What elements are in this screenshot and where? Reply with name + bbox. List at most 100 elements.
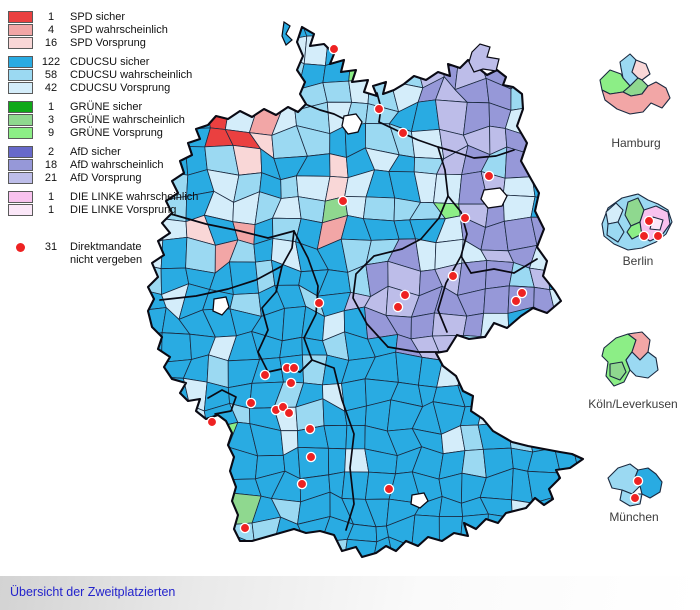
district-cell[interactable] xyxy=(547,524,576,547)
district-cell[interactable] xyxy=(507,420,534,453)
district-cell[interactable] xyxy=(504,375,538,411)
district-cell[interactable] xyxy=(508,333,534,362)
district-cell[interactable] xyxy=(138,537,158,568)
district-cell[interactable] xyxy=(572,444,605,478)
district-cell[interactable] xyxy=(549,217,583,248)
district-cell[interactable] xyxy=(190,475,217,501)
district-cell[interactable] xyxy=(477,404,509,426)
district-cell[interactable] xyxy=(486,513,513,549)
district-cell[interactable] xyxy=(134,467,168,494)
district-cell[interactable] xyxy=(394,30,416,66)
district-cell[interactable] xyxy=(155,537,187,563)
district-cell[interactable] xyxy=(551,329,575,362)
district-cell[interactable] xyxy=(431,312,468,337)
district-cell[interactable] xyxy=(482,375,510,411)
district-cell[interactable] xyxy=(531,144,554,178)
district-cell[interactable] xyxy=(509,359,538,381)
district-cell[interactable] xyxy=(572,8,604,42)
district-cell[interactable] xyxy=(232,34,261,64)
district-cell[interactable] xyxy=(139,452,162,480)
district-cell[interactable] xyxy=(390,58,424,89)
district-cell[interactable] xyxy=(483,285,510,314)
district-cell[interactable] xyxy=(526,546,549,573)
district-cell[interactable] xyxy=(160,467,193,501)
district-cell[interactable] xyxy=(551,356,576,382)
district-cell[interactable] xyxy=(552,103,576,130)
district-cell[interactable] xyxy=(348,57,371,82)
district-cell[interactable] xyxy=(303,35,329,66)
district-cell[interactable] xyxy=(524,59,557,84)
district-cell[interactable] xyxy=(341,378,367,412)
district-cell[interactable] xyxy=(272,538,305,564)
district-cell[interactable] xyxy=(501,517,537,549)
district-cell[interactable] xyxy=(574,146,605,179)
district-cell[interactable] xyxy=(139,424,165,455)
district-cell[interactable] xyxy=(329,153,349,179)
district-cell[interactable] xyxy=(524,356,553,381)
district-cell[interactable] xyxy=(280,175,299,199)
district-cell[interactable] xyxy=(504,400,533,423)
district-cell[interactable] xyxy=(142,405,165,429)
district-cell[interactable] xyxy=(138,518,161,551)
district-cell[interactable] xyxy=(279,52,305,90)
district-cell[interactable] xyxy=(411,545,440,572)
district-cell[interactable] xyxy=(395,351,423,386)
district-cell[interactable] xyxy=(157,513,187,544)
district-cell[interactable] xyxy=(580,286,605,315)
district-cell[interactable] xyxy=(527,470,561,504)
district-cell[interactable] xyxy=(202,475,229,494)
district-cell[interactable] xyxy=(394,13,415,39)
district-cell[interactable] xyxy=(181,492,217,515)
district-cell[interactable] xyxy=(480,360,512,387)
district-cell[interactable] xyxy=(320,539,348,571)
district-cell[interactable] xyxy=(202,535,237,573)
district-cell[interactable] xyxy=(462,312,485,338)
district-cell[interactable] xyxy=(327,447,347,476)
inset-map-koeln[interactable] xyxy=(596,330,668,396)
district-cell[interactable] xyxy=(576,468,606,500)
district-cell[interactable] xyxy=(411,514,440,548)
district-cell[interactable] xyxy=(524,103,555,136)
district-cell[interactable] xyxy=(524,127,555,157)
district-cell[interactable] xyxy=(342,16,374,39)
district-cell[interactable] xyxy=(159,492,192,520)
district-cell[interactable] xyxy=(142,376,165,410)
second-place-overview-link[interactable]: Übersicht der Zweitplatzierten xyxy=(10,585,176,599)
district-cell[interactable] xyxy=(524,12,561,35)
inset-map-berlin[interactable] xyxy=(598,190,678,256)
district-cell[interactable] xyxy=(531,375,552,402)
district-cell[interactable] xyxy=(184,452,215,481)
inset-map-muenchen[interactable] xyxy=(604,460,668,512)
district-cell[interactable] xyxy=(210,9,238,38)
district-cell[interactable] xyxy=(249,76,285,108)
district-cell[interactable] xyxy=(181,512,216,544)
district-cell[interactable] xyxy=(602,152,622,179)
district-cell[interactable] xyxy=(552,127,576,148)
district-cell[interactable] xyxy=(605,270,622,293)
district-cell[interactable] xyxy=(572,424,600,455)
district-cell[interactable] xyxy=(255,35,286,64)
district-cell[interactable] xyxy=(228,261,260,295)
district-cell[interactable] xyxy=(530,521,552,549)
district-cell[interactable] xyxy=(249,52,281,84)
district-cell[interactable] xyxy=(502,29,526,61)
district-cell[interactable] xyxy=(362,196,396,222)
district-cell[interactable] xyxy=(411,30,446,67)
district-cell[interactable] xyxy=(530,196,555,219)
district-cell[interactable] xyxy=(202,446,229,481)
district-cell[interactable] xyxy=(363,63,399,82)
district-cell[interactable] xyxy=(480,312,510,338)
district-cell[interactable] xyxy=(549,201,580,226)
district-cell[interactable] xyxy=(509,59,526,90)
district-cell[interactable] xyxy=(550,174,581,203)
district-cell[interactable] xyxy=(410,312,435,340)
district-cell[interactable] xyxy=(254,9,286,41)
district-cell[interactable] xyxy=(438,516,464,548)
district-cell[interactable] xyxy=(184,423,215,458)
district-cell[interactable] xyxy=(432,543,469,572)
district-cell[interactable] xyxy=(203,512,237,542)
district-cell[interactable] xyxy=(459,513,489,549)
district-cell[interactable] xyxy=(208,59,233,90)
district-cell[interactable] xyxy=(350,34,374,64)
district-cell[interactable] xyxy=(134,492,168,520)
